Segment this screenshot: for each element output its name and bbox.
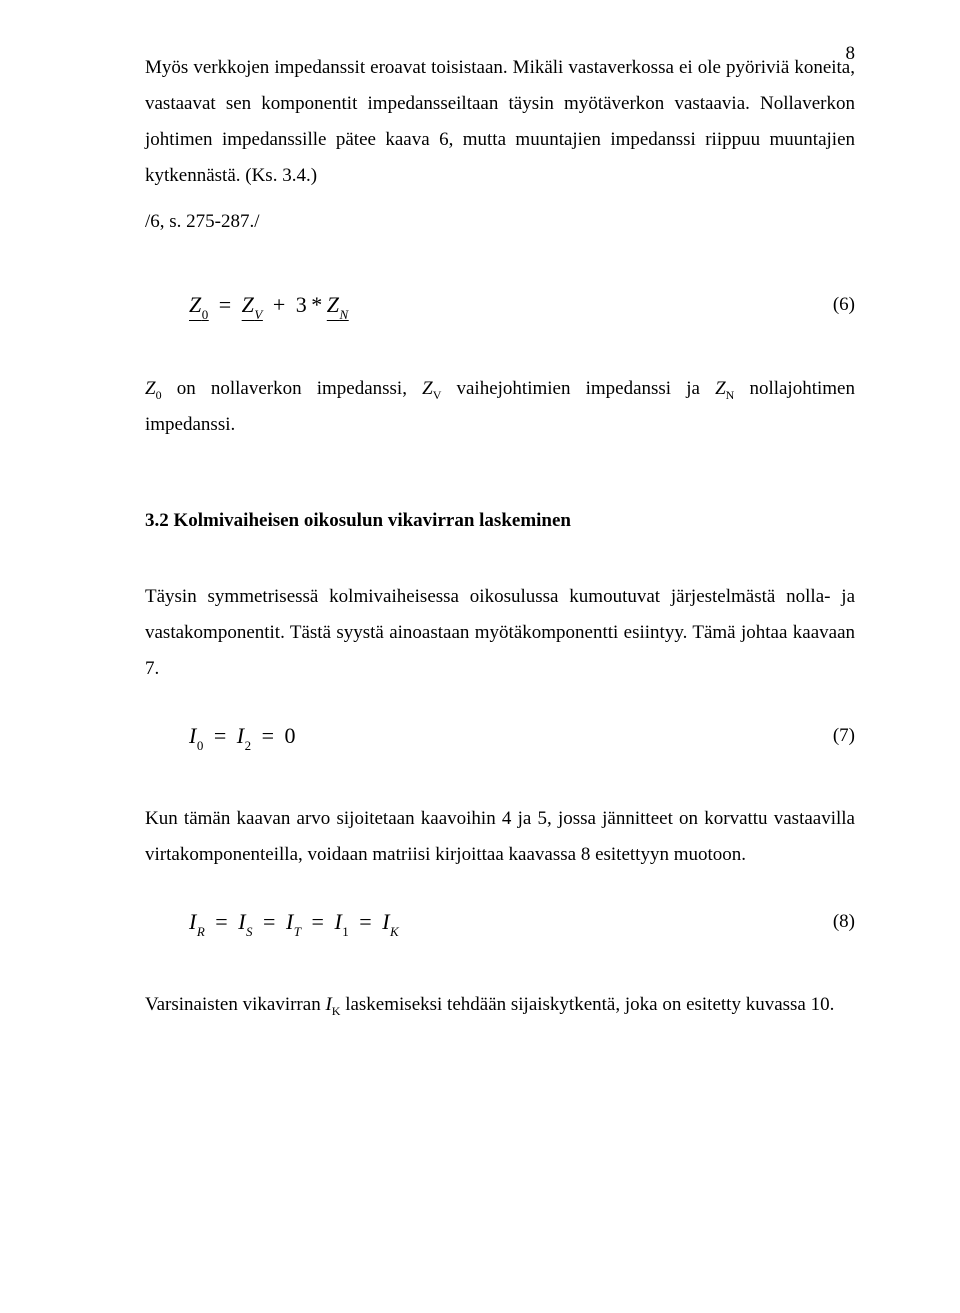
equation-6-explanation: Z0 on nollaverkon impedanssi, ZV vaihejo… — [145, 371, 855, 443]
heading-3-2: 3.2 Kolmivaiheisen oikosulun vikavirran … — [145, 503, 855, 539]
paragraph-1-ref: /6, s. 275-287./ — [145, 204, 855, 240]
paragraph-4: Kun tämän kaavan arvo sijoitetaan kaavoi… — [145, 801, 855, 873]
equation-8-number: (8) — [833, 904, 855, 940]
paragraph-5: Varsinaisten vikavirran IK laskemiseksi … — [145, 987, 855, 1023]
equation-8: IR = IS = IT = I1 = IK — [189, 901, 399, 943]
paragraph-3: Täysin symmetrisessä kolmivaiheisessa oi… — [145, 579, 855, 687]
equation-6-number: (6) — [833, 287, 855, 323]
equation-7-number: (7) — [833, 718, 855, 754]
equation-7-row: I0 = I2 = 0 (7) — [145, 715, 855, 757]
paragraph-1: Myös verkkojen impedanssit eroavat toisi… — [145, 50, 855, 194]
equation-6-row: Z0 = ZV + 3*ZN (6) — [145, 284, 855, 326]
equation-7: I0 = I2 = 0 — [189, 715, 296, 757]
page-number: 8 — [846, 36, 856, 72]
equation-6: Z0 = ZV + 3*ZN — [189, 284, 349, 326]
page: 8 Myös verkkojen impedanssit eroavat toi… — [0, 0, 960, 1313]
equation-8-row: IR = IS = IT = I1 = IK (8) — [145, 901, 855, 943]
